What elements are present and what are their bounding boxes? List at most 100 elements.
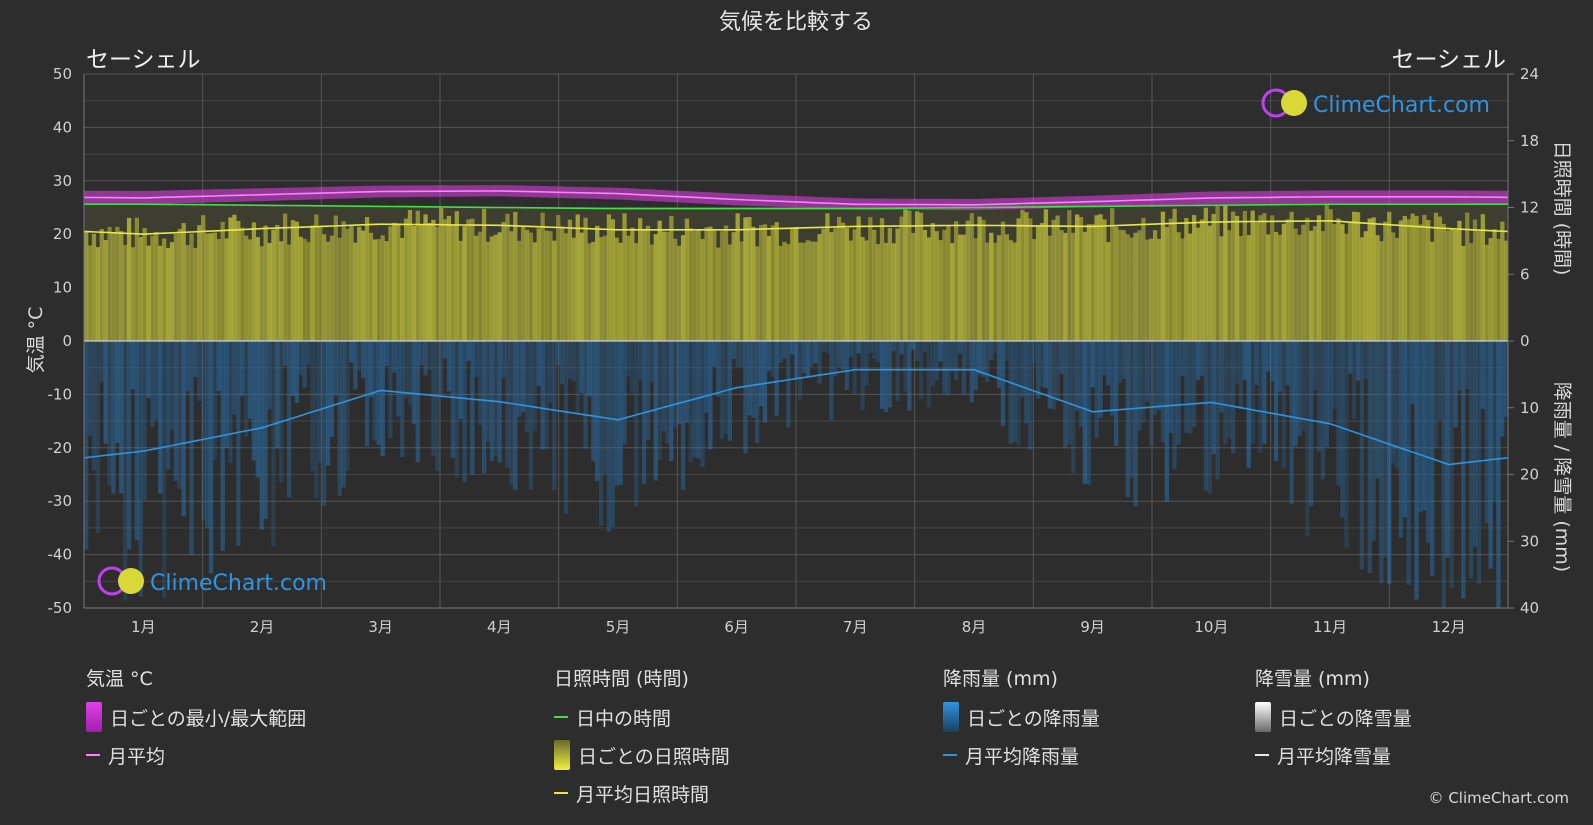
sunshine-bar [1406,219,1411,341]
legend-label: 日ごとの日照時間 [578,745,730,768]
sunshine-bar [954,221,959,341]
rain-bar [1262,341,1267,445]
rain-bar [903,341,908,392]
rain-bar [505,341,510,468]
y-left-tick-label: 20 [53,225,72,243]
sunshine-bar [119,231,124,341]
sunshine-bar [790,228,795,341]
rain-bar [1164,341,1169,503]
sunshine-bar [251,222,257,341]
rain-bar [267,341,272,410]
rain-bar [996,341,1002,388]
sunshine-bar [797,242,803,341]
sunshine-bar [357,226,362,341]
rain-bar [618,341,623,485]
rain-bar [1047,341,1052,409]
rain-bar [107,341,112,487]
sunshine-bar [1000,221,1006,341]
sunshine-bar [610,219,615,341]
sunshine-bar [637,218,643,341]
sunshine-bar [427,223,432,341]
rain-bar [1219,341,1224,413]
sunshine-bar [677,245,682,341]
rain-bar [1379,341,1384,583]
rain-bar [1184,341,1189,433]
rain-bar [259,341,264,530]
rain-bar [154,341,159,420]
rain-bar [466,341,471,361]
sunshine-bar [267,242,272,341]
rain-bar [1250,341,1255,444]
rain-bar [380,341,385,457]
sunshine-bar [364,216,370,341]
rain-bar [1059,341,1064,375]
rain-bar [1055,341,1060,401]
rain-bar [719,341,725,440]
sunshine-bar [1121,230,1127,341]
rain-bar [454,341,459,478]
sunshine-bar [1012,242,1017,341]
rain-bar [474,341,479,378]
rain-bar [513,341,518,490]
rain-bar [1246,341,1251,468]
sunshine-bar [895,228,900,341]
rain-bar [146,341,151,399]
rain-bar [973,341,978,391]
rain-bar [587,341,592,397]
sunshine-bar [423,214,428,341]
rain-bar [1433,341,1439,448]
sunshine-bar [1472,219,1478,341]
rain-bar [1008,341,1013,444]
sunshine-bar [95,247,101,341]
rain-bar [954,341,959,381]
sunshine-bar [263,225,268,341]
sunshine-bar [1484,244,1489,341]
temp-mean-line [83,190,1509,206]
location-right: セーシェル [1391,47,1506,73]
sunshine-bar [1348,221,1353,341]
sunshine-bar [829,232,834,341]
legend-label: 日ごとの降雨量 [967,707,1100,730]
y-right-bottom-label: 降雨量 / 降雪量 (mm) [1551,382,1573,572]
rain-bar [138,341,143,597]
rain-bar [431,341,436,456]
sunshine-bar [556,215,561,341]
rain-bar [840,341,846,371]
legend-item: 日ごとの最小/最大範囲 [86,702,307,732]
sunshine-bar [1004,234,1010,341]
sunshine-bar [1371,217,1376,341]
sunshine-bar [583,217,588,341]
sunshine-bar [1488,238,1493,341]
rain-bar [1145,341,1150,402]
rain-bar [345,341,350,471]
daily-sunshine-swatch [554,740,570,770]
sunshine-bar [415,210,420,341]
y-left-tick-label: 40 [53,118,72,136]
rain-bar [540,341,545,450]
sunshine-bar [657,220,662,341]
rain-bar [563,341,569,514]
rain-bar [1367,341,1372,573]
rain-bar [1332,341,1337,410]
sunshine-bar [103,240,108,341]
sunshine-bar [1340,224,1345,341]
rain-bar [548,341,553,403]
y-left-tick-label: 30 [53,172,72,190]
sunshine-bar [950,243,955,341]
rain-mean-swatch [943,754,957,756]
sunshine-bar [1383,221,1388,341]
copyright: © ClimeChart.com [1428,789,1569,807]
sunshine-bar [696,230,701,341]
y-right-top-tick-label: 0 [1520,332,1530,350]
legend-label: 日ごとの最小/最大範囲 [110,707,307,730]
rain-bar [341,341,346,488]
sunshine-bar [403,218,409,341]
rain-bar [439,341,444,394]
rain-bar [653,341,658,481]
sunshine-bar [298,236,303,341]
rain-bar [1418,341,1423,513]
sunshine-bar [739,241,744,341]
rain-bar [755,341,760,443]
sunshine-bar [692,231,697,341]
rain-bar [1305,341,1310,537]
